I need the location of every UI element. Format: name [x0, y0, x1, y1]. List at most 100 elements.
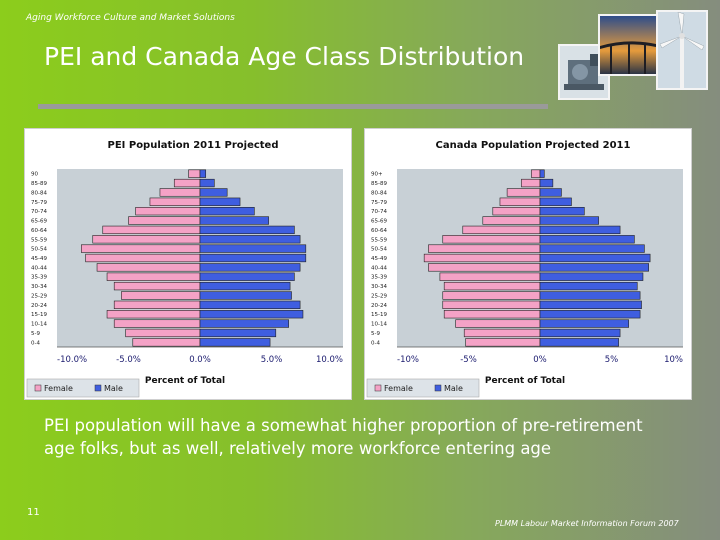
pei-female-bar	[106, 310, 201, 319]
canada-female-bar	[521, 178, 541, 188]
canada-population-chart: Canada Population Projected 2011 0-4 5-9 10…	[364, 128, 692, 400]
canada-male-bar	[539, 197, 572, 206]
canada-age-label: 80-84	[371, 190, 387, 196]
pei-x-tick-label: -10.0%	[57, 355, 87, 365]
pei-male-bar	[199, 338, 271, 347]
canada-age-label: 85-89	[371, 181, 387, 187]
pei-chart-title: PEI Population 2011 Projected	[108, 140, 279, 151]
pei-male-bar	[199, 253, 307, 263]
canada-legend-swatch-male	[434, 384, 442, 392]
pei-male-bar	[199, 216, 269, 225]
canada-female-bar	[442, 235, 541, 244]
header-tag: Aging Workforce Culture and Market Solut…	[26, 13, 235, 23]
pei-female-bar	[121, 291, 201, 300]
canada-age-label: 10-14	[371, 322, 387, 328]
canada-male-bar	[539, 328, 621, 338]
pei-female-bar	[106, 272, 201, 281]
canada-age-label: 40-44	[371, 265, 387, 271]
pei-x-tick-label: 10.0%	[316, 355, 343, 365]
wind-turbine-photo	[656, 10, 708, 90]
canada-chart-svg: Canada Population Projected 2011 0-4 5-9 10…	[366, 140, 683, 398]
canada-female-bar	[443, 281, 541, 291]
pei-age-label: 80-84	[31, 190, 47, 196]
pei-female-bar	[149, 197, 201, 206]
canada-male-bar	[539, 310, 641, 319]
pei-female-bar	[173, 178, 201, 188]
pei-chart-svg: PEI Population 2011 Projected 0-4 5-9 10-14…	[26, 140, 343, 398]
pei-male-bar	[199, 235, 301, 244]
canada-female-bar	[492, 207, 541, 216]
pei-age-label: 20-24	[31, 303, 47, 309]
canada-age-label: 25-29	[371, 293, 387, 299]
slide-title: PEI and Canada Age Class Distribution	[44, 42, 525, 71]
canada-x-axis-label: Percent of Total	[485, 376, 565, 386]
pei-female-bar	[188, 169, 201, 178]
canada-male-bar	[539, 225, 621, 235]
canada-female-bar	[428, 263, 541, 272]
canada-male-bar	[539, 178, 554, 188]
pei-male-bar	[199, 207, 255, 216]
canada-age-label: 35-39	[371, 275, 387, 281]
pei-age-label: 10-14	[31, 322, 47, 328]
canada-female-bar	[428, 244, 541, 253]
pei-female-bar	[81, 244, 201, 253]
pei-age-label: 35-39	[31, 275, 47, 281]
canada-male-bar	[539, 300, 642, 309]
canada-female-bar	[531, 169, 541, 178]
pei-male-bar	[199, 169, 207, 178]
pei-male-bar	[199, 310, 304, 319]
canada-female-bar	[439, 272, 541, 281]
canada-female-bar	[442, 300, 541, 309]
canada-female-bar	[463, 328, 541, 338]
pei-male-bar	[199, 328, 277, 338]
canada-female-bar	[442, 291, 541, 300]
canada-female-bar	[465, 338, 541, 347]
pei-female-bar	[113, 300, 201, 309]
pei-female-bar	[125, 328, 201, 338]
canada-age-label: 30-34	[371, 284, 387, 290]
canada-male-bar	[539, 188, 562, 197]
canada-age-label: 60-64	[371, 228, 387, 234]
pei-age-label: 60-64	[31, 228, 47, 234]
canada-legend-box	[366, 378, 480, 398]
canada-male-bar	[539, 338, 619, 347]
pei-female-bar	[159, 188, 201, 197]
pei-female-bar	[135, 207, 201, 216]
canada-male-bar	[539, 207, 585, 216]
pei-legend: Female Male	[26, 378, 140, 398]
pei-male-bar	[199, 225, 295, 235]
canada-age-label: 0-4	[371, 340, 380, 346]
pei-female-bar	[128, 216, 201, 225]
canada-female-bar	[455, 319, 541, 328]
title-divider	[38, 104, 548, 109]
pei-legend-swatch-female	[34, 384, 42, 392]
pei-male-bar	[199, 197, 241, 206]
pei-female-bar	[85, 253, 201, 263]
pei-male-bar	[199, 178, 215, 188]
canada-male-bar	[539, 263, 649, 272]
pei-male-bar	[199, 188, 228, 197]
pei-age-label: 70-74	[31, 209, 47, 215]
canada-age-label: 65-69	[371, 219, 387, 225]
canada-male-bar	[539, 244, 645, 253]
canada-legend-label-male: Male	[444, 384, 463, 393]
canada-female-bar	[482, 216, 541, 225]
pei-age-label: 0-4	[31, 340, 40, 346]
pei-male-bar	[199, 244, 307, 253]
canada-x-tick-label: 5%	[605, 355, 619, 365]
canada-chart-title: Canada Population Projected 2011	[436, 140, 631, 151]
canada-x-tick-label: 10%	[664, 355, 683, 365]
pei-female-bar	[96, 263, 201, 272]
pei-x-tick-label: -5.0%	[116, 355, 141, 365]
slide-caption: PEI population will have a somewhat high…	[44, 416, 643, 458]
footer-tag: PLMM Labour Market Information Forum 200…	[495, 519, 679, 528]
pei-age-label: 5-9	[31, 331, 40, 337]
canada-male-bar	[539, 281, 638, 291]
pei-age-label: 30-34	[31, 284, 47, 290]
pei-age-label: 75-79	[31, 200, 47, 206]
pei-age-label: 40-44	[31, 265, 47, 271]
pei-x-axis-label: Percent of Total	[145, 376, 225, 386]
pei-male-bar	[199, 272, 295, 281]
canada-male-bar	[539, 253, 651, 263]
pei-legend-label-female: Female	[44, 384, 73, 393]
